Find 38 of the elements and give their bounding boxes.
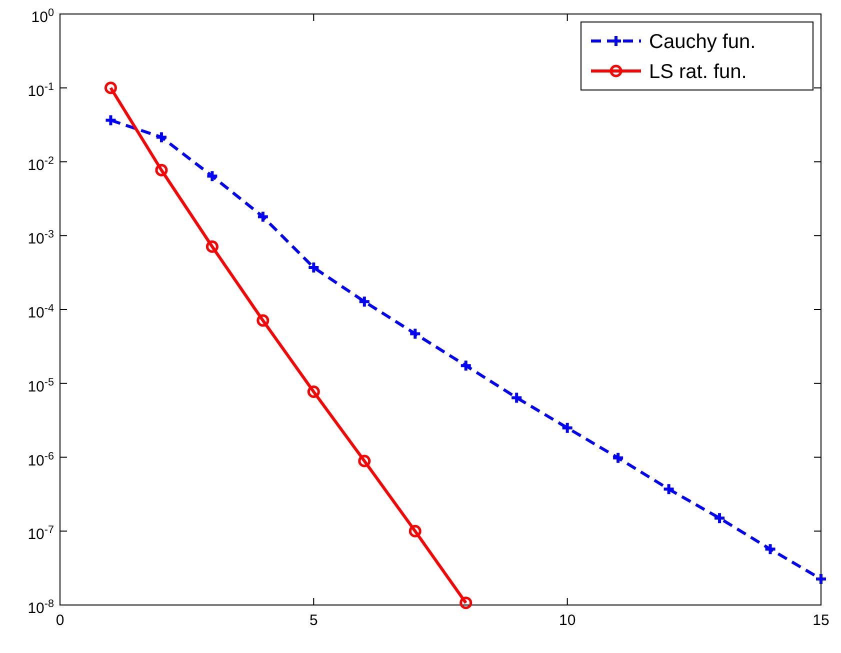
point bbox=[104, 114, 118, 127]
point bbox=[358, 454, 371, 468]
point bbox=[662, 482, 676, 496]
point bbox=[713, 512, 726, 525]
y-tick-label: 10$^{-4}$ bbox=[28, 302, 54, 322]
y-tick-label: 10$^{-3}$ bbox=[28, 228, 54, 248]
legend-label: LS rat. fun. bbox=[649, 61, 747, 83]
point bbox=[256, 210, 270, 224]
point bbox=[307, 386, 320, 398]
y-tick-label: 10$^{-1}$ bbox=[28, 80, 54, 100]
point bbox=[358, 295, 371, 308]
point bbox=[256, 314, 270, 327]
point bbox=[104, 82, 117, 94]
point bbox=[459, 359, 472, 372]
point bbox=[612, 451, 625, 464]
x-tick-label: 10 bbox=[558, 612, 576, 629]
y-tick-label: 10$^{-5}$ bbox=[28, 376, 54, 396]
point bbox=[560, 421, 574, 434]
point bbox=[154, 130, 168, 144]
legend-label: Cauchy fun. bbox=[649, 31, 756, 53]
point bbox=[307, 261, 320, 274]
point bbox=[206, 170, 219, 183]
point bbox=[460, 596, 472, 610]
y-tick-label: 10$^{-7}$ bbox=[28, 524, 54, 544]
x-tick-label: 0 bbox=[56, 612, 64, 629]
y-tick-label: 10$^{0}$ bbox=[31, 7, 54, 26]
x-tick-label: 5 bbox=[309, 612, 318, 629]
y-tick-label: 10$^{-8}$ bbox=[28, 598, 54, 617]
point bbox=[510, 391, 524, 404]
point bbox=[814, 572, 828, 586]
point bbox=[408, 327, 422, 340]
x-tick-label: 15 bbox=[812, 612, 830, 629]
point bbox=[408, 524, 422, 538]
y-tick-label: 10$^{-6}$ bbox=[28, 450, 54, 470]
y-tick-label: 10$^{-2}$ bbox=[28, 154, 54, 174]
point bbox=[764, 542, 777, 556]
point bbox=[206, 240, 218, 253]
point bbox=[155, 164, 168, 176]
